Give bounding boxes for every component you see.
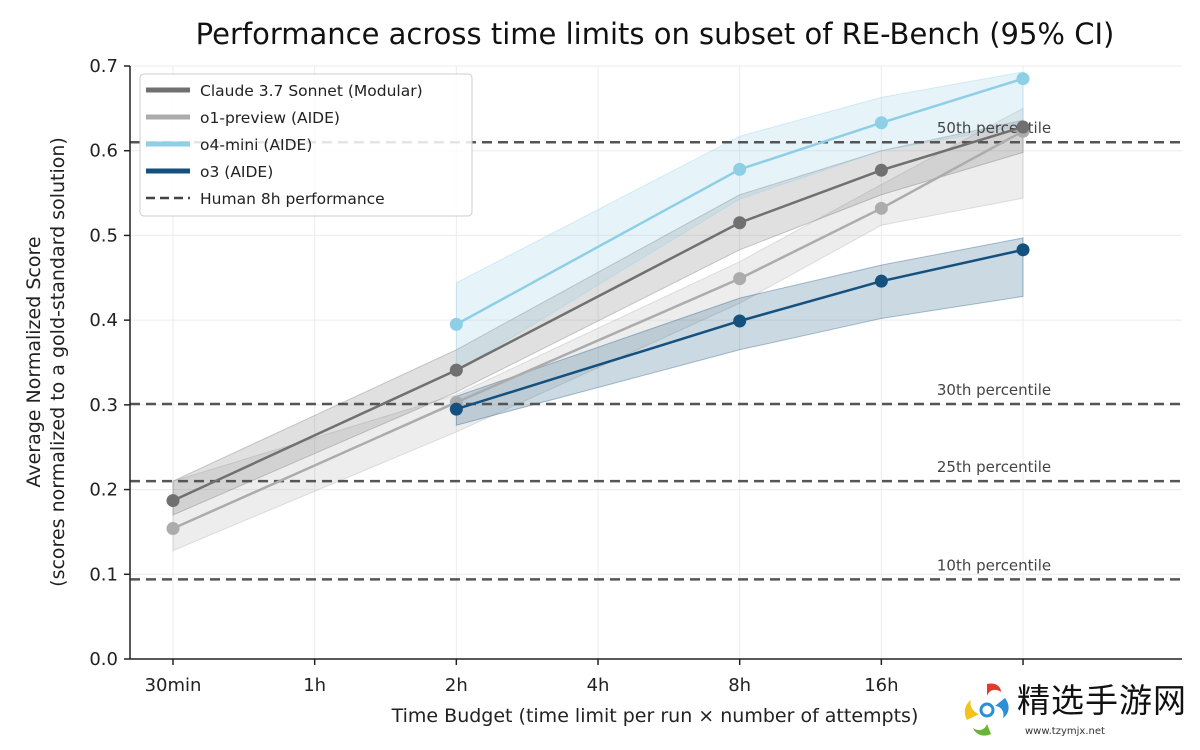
series-line-3 (455, 248, 1024, 411)
x-tick-label: 4h (587, 675, 610, 696)
chart-title: Performance across time limits on subset… (196, 17, 1115, 51)
data-point (733, 314, 747, 328)
y-tick-label: 0.0 (89, 649, 118, 670)
ci-band-1 (172, 119, 1024, 516)
legend-label: Human 8h performance (200, 190, 385, 208)
series-lines (166, 72, 1030, 536)
reference-line-label: 30th percentile (937, 381, 1051, 399)
series-line-2 (455, 77, 1024, 326)
data-point (874, 163, 888, 177)
reference-line-label: 25th percentile (937, 458, 1051, 476)
legend-label: Claude 3.7 Sonnet (Modular) (200, 82, 423, 100)
y-axis-label-line1: Average Normalized Score (23, 236, 45, 487)
data-point (449, 402, 463, 416)
legend-label: o4-mini (AIDE) (200, 136, 312, 154)
watermark: 精选手游网 www.tzymjx.net (955, 670, 1200, 750)
y-tick-label: 0.3 (89, 395, 118, 416)
y-tick-label: 0.7 (89, 56, 118, 77)
legend-label: o3 (AIDE) (200, 163, 273, 181)
reference-line-label: 10th percentile (937, 556, 1051, 574)
y-tick-label: 0.6 (89, 141, 118, 162)
watermark-logo-icon (964, 683, 1009, 736)
data-point (449, 317, 463, 331)
data-point (166, 494, 180, 508)
x-tick-label: 8h (728, 675, 751, 696)
y-axis-label-line2: (scores normalized to a gold-standard so… (47, 137, 69, 587)
legend: Claude 3.7 Sonnet (Modular) o1-preview (A… (139, 73, 473, 217)
y-tick-label: 0.2 (89, 480, 118, 501)
x-tick-label: 30min (145, 675, 202, 696)
x-tick-label: 16h (864, 675, 898, 696)
ci-band-0 (172, 107, 1024, 552)
data-point (1016, 72, 1030, 86)
y-tick-label: 0.1 (89, 564, 118, 585)
data-point (874, 274, 888, 288)
data-point (1016, 243, 1030, 257)
legend-label: o1-preview (AIDE) (200, 109, 340, 127)
x-tick-label: 2h (445, 675, 468, 696)
data-point (166, 522, 180, 536)
x-axis-label: Time Budget (time limit per run × number… (391, 705, 919, 727)
data-point (1016, 120, 1030, 134)
data-point (733, 272, 747, 286)
data-point (733, 162, 747, 176)
data-point (874, 116, 888, 130)
x-tick-label: 1h (303, 675, 326, 696)
legend-box (139, 73, 473, 217)
watermark-url: www.tzymjx.net (1025, 726, 1105, 737)
data-point (874, 201, 888, 215)
watermark-text: 精选手游网 (1017, 681, 1187, 720)
y-tick-label: 0.4 (89, 310, 118, 331)
y-tick-label: 0.5 (89, 225, 118, 246)
y-axis-label: Average Normalized Score (scores normali… (23, 137, 69, 587)
data-point (449, 363, 463, 377)
data-point (733, 216, 747, 230)
